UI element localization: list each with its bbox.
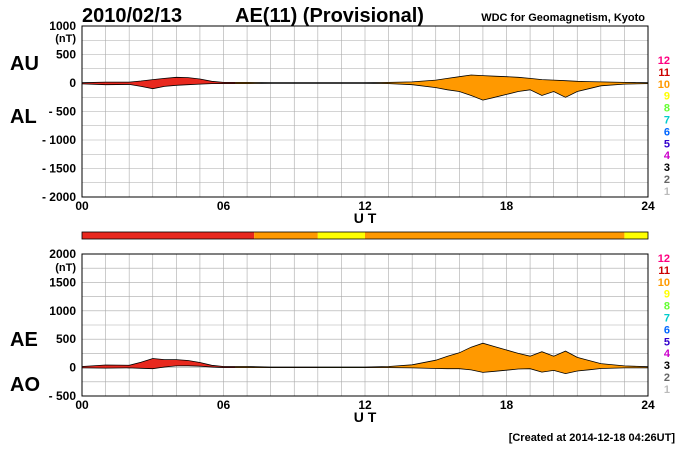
- activity-segment: [317, 232, 365, 239]
- level-label-12: 12: [658, 253, 670, 265]
- series-line-au: [82, 74, 648, 84]
- y-tick-label: - 1000: [42, 133, 76, 147]
- level-label-4: 4: [664, 348, 671, 360]
- level-label-5: 5: [664, 138, 670, 150]
- x-tick-label: 06: [217, 398, 231, 412]
- level-label-10: 10: [658, 79, 670, 91]
- y-tick-label: 1000: [49, 19, 76, 33]
- x-tick-label: 12: [358, 199, 372, 213]
- series-label-ao: AO: [10, 374, 40, 396]
- activity-level-bar: [81, 231, 649, 240]
- x-tick-label: 18: [500, 398, 514, 412]
- activity-segment: [365, 232, 625, 239]
- x-tick-label: 24: [641, 398, 655, 412]
- x-tick-label: 06: [217, 199, 231, 213]
- chart-title: AE(11) (Provisional): [235, 5, 424, 27]
- y-tick-label: 2000: [49, 247, 76, 261]
- level-label-10: 10: [658, 277, 670, 289]
- series-line-ao: [82, 365, 648, 375]
- series-line-ae: [82, 342, 648, 368]
- y-tick-label: 0: [69, 361, 76, 375]
- level-label-2: 2: [664, 372, 670, 384]
- level-label-3: 3: [664, 162, 670, 174]
- x-tick-label: 18: [500, 199, 514, 213]
- series-line-al: [82, 82, 648, 101]
- y-unit-label: (nT): [55, 33, 76, 45]
- activity-segment: [82, 232, 255, 239]
- level-label-1: 1: [664, 186, 670, 198]
- level-label-5: 5: [664, 336, 670, 348]
- y-tick-label: - 2000: [42, 190, 76, 204]
- y-tick-label: 500: [56, 48, 76, 62]
- level-label-4: 4: [664, 150, 671, 162]
- activity-segment: [624, 232, 648, 239]
- y-tick-label: 500: [56, 332, 76, 346]
- level-label-11: 11: [658, 67, 670, 79]
- series-label-ae: AE: [10, 329, 38, 351]
- chart-source: WDC for Geomagnetism, Kyoto: [481, 12, 645, 24]
- y-tick-label: 1000: [49, 304, 76, 318]
- x-tick-label: 12: [358, 398, 372, 412]
- level-label-11: 11: [658, 265, 670, 277]
- level-label-6: 6: [664, 126, 670, 138]
- level-label-9: 9: [664, 289, 670, 301]
- y-unit-label: (nT): [55, 262, 76, 274]
- series-label-au: AU: [10, 53, 39, 75]
- y-tick-label: 0: [69, 76, 76, 90]
- x-axis-label: U T: [354, 409, 377, 425]
- level-label-7: 7: [664, 115, 670, 127]
- x-tick-label: 24: [641, 199, 655, 213]
- y-tick-label: - 500: [49, 105, 77, 119]
- level-label-8: 8: [664, 103, 670, 115]
- au-al-plot: 1000 500 0 - 500 - 1000 - 1500 - 2000 (nT) 00 06 1…: [10, 19, 655, 226]
- level-label-9: 9: [664, 91, 670, 103]
- level-label-12: 12: [658, 55, 670, 67]
- y-tick-label: - 1500: [42, 162, 76, 176]
- level-label-6: 6: [664, 324, 670, 336]
- level-label-7: 7: [664, 313, 670, 325]
- level-label-8: 8: [664, 301, 670, 313]
- chart-date: 2010/02/13: [82, 5, 182, 27]
- x-tick-label: 00: [75, 199, 89, 213]
- ae-ao-plot: 2000 1500 1000 500 0 - 500 (nT) 00 06 12 18 24 U T AE…: [10, 247, 655, 425]
- created-stamp: [Created at 2014-12-18 04:26UT]: [509, 432, 676, 444]
- activity-segment: [254, 232, 318, 239]
- level-label-3: 3: [664, 360, 670, 372]
- x-axis-label: U T: [354, 210, 377, 226]
- level-label-2: 2: [664, 174, 670, 186]
- y-tick-label: 1500: [49, 275, 76, 289]
- x-tick-label: 00: [75, 398, 89, 412]
- y-tick-label: - 500: [49, 389, 77, 403]
- series-label-al: AL: [10, 106, 37, 128]
- level-label-1: 1: [664, 384, 670, 396]
